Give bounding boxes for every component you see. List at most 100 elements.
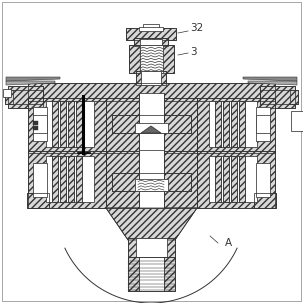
Bar [223,101,229,147]
Bar [8,86,43,108]
Bar [223,101,229,147]
Bar [260,90,298,104]
Bar [5,90,43,104]
Bar [52,156,58,202]
Polygon shape [141,126,161,133]
Bar [106,151,197,208]
Bar [112,173,139,191]
Bar [28,83,275,101]
Bar [27,193,49,208]
Bar [28,98,106,153]
Bar [256,163,270,197]
Bar [33,107,47,141]
Bar [129,45,174,73]
Polygon shape [6,77,60,81]
Bar [28,83,275,101]
Bar [164,115,191,133]
Bar [231,101,237,147]
Bar [239,101,245,147]
Bar [215,101,221,147]
Bar [52,156,58,202]
Bar [76,156,82,202]
Bar [209,156,257,202]
Bar [140,39,162,45]
Bar [28,98,106,153]
Bar [60,101,66,147]
Bar [128,238,175,260]
Bar [209,101,257,147]
Bar [126,28,176,40]
Bar [68,101,74,147]
Bar [215,156,221,202]
Bar [139,150,164,208]
Bar [139,257,164,291]
Bar [33,163,47,197]
Bar [5,90,13,104]
Bar [33,121,38,125]
Bar [164,257,175,291]
Bar [197,151,275,208]
Bar [128,257,139,291]
Bar [126,28,176,40]
Bar [239,156,245,202]
Bar [140,45,163,73]
Bar [231,156,237,202]
Bar [27,193,49,208]
Text: A: A [225,238,232,248]
Bar [52,101,58,147]
Bar [129,45,174,73]
Bar [291,111,303,131]
Bar [136,238,167,260]
Bar [112,115,191,133]
Bar [135,123,168,133]
Bar [33,115,47,133]
Bar [139,27,163,31]
Text: 3: 3 [190,47,197,57]
Bar [28,151,106,208]
Text: 32: 32 [190,23,203,33]
Bar [135,179,168,191]
Bar [33,126,38,130]
Bar [76,156,82,202]
Bar [164,173,191,191]
Bar [134,38,168,46]
Bar [128,238,175,260]
Bar [143,24,159,28]
Bar [197,98,275,153]
Bar [197,151,275,208]
Bar [254,193,276,208]
Bar [68,156,74,202]
Bar [256,107,270,141]
Bar [134,38,168,46]
Bar [60,156,66,202]
Bar [52,101,58,147]
Bar [260,86,295,108]
Bar [256,115,270,133]
Bar [28,151,106,208]
Bar [60,101,66,147]
Bar [68,156,74,202]
Bar [231,156,237,202]
Polygon shape [248,81,297,85]
Bar [128,257,175,291]
Bar [136,71,166,85]
Bar [112,173,191,191]
Bar [3,89,11,97]
Bar [112,115,139,133]
Bar [215,101,221,147]
Bar [76,101,82,147]
Bar [290,90,298,104]
Bar [223,156,229,202]
Polygon shape [106,208,197,240]
Bar [136,71,166,85]
Bar [231,101,237,147]
Bar [76,101,82,147]
Bar [8,86,43,108]
Bar [106,151,197,208]
Bar [215,156,221,202]
Bar [293,112,301,128]
Bar [141,71,161,85]
Bar [254,193,276,208]
Bar [197,98,275,153]
Bar [239,156,245,202]
